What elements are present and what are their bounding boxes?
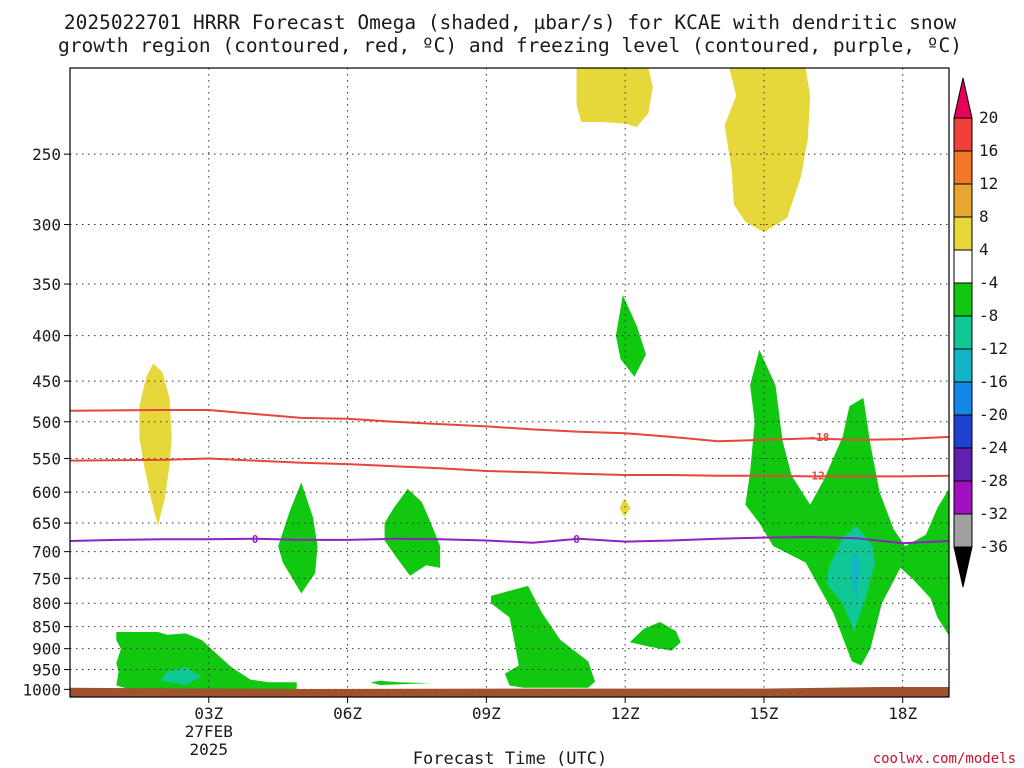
omega-region [724, 68, 811, 233]
colorbar-legend: 20 16 12 8 4 -4 -8 -12 -16 -20 -24 -28 -32 -36 [953, 77, 1008, 588]
temperature-contour-layer: -18 -12 0 0 [70, 409, 949, 546]
y-tick-label: 600 [32, 483, 61, 502]
omega-region [384, 488, 441, 576]
y-tick-label: 750 [32, 569, 61, 588]
omega-region [745, 349, 949, 666]
y-tick-label: 550 [32, 450, 61, 469]
omega-region [139, 363, 172, 526]
omega-region [370, 680, 431, 686]
colorbar-label: -28 [979, 471, 1008, 490]
y-tick-label: 400 [32, 327, 61, 346]
contour-line-dgz [70, 457, 949, 478]
x-tick-date: 27FEB [185, 722, 233, 741]
colorbar-segment [953, 315, 973, 350]
x-tick-label: 12Z [611, 704, 640, 723]
y-tick-label: 700 [32, 543, 61, 562]
contour-line-freezing [70, 535, 949, 545]
omega-region [491, 585, 596, 688]
omega-region [629, 622, 681, 651]
colorbar-segment [953, 480, 973, 515]
omega-region [116, 632, 297, 690]
site-credit[interactable]: coolwx.com/models [873, 751, 1016, 767]
x-tick-label: 03Z [194, 704, 223, 723]
omega-region [160, 667, 202, 685]
x-tick-year: 2025 [190, 740, 229, 759]
colorbar-segment [953, 414, 973, 449]
y-tick-label: 250 [32, 145, 61, 164]
colorbar-bottom-arrow [953, 546, 973, 588]
y-tick-label: 800 [32, 594, 61, 613]
colorbar-label: 20 [979, 108, 998, 127]
y-tick-label: 1000 [22, 680, 61, 699]
contour-line-dgz [70, 409, 949, 443]
colorbar-segment [953, 183, 973, 218]
y-tick-label: 350 [32, 275, 61, 294]
x-tick-label: 15Z [749, 704, 778, 723]
y-tick-label: 850 [32, 618, 61, 637]
colorbar-label: -32 [979, 504, 1008, 523]
x-tick-label: 06Z [333, 704, 362, 723]
colorbar-segment [953, 150, 973, 185]
omega-region [850, 551, 861, 599]
x-tick-label: 18Z [888, 704, 917, 723]
contour-label: -12 [805, 470, 825, 483]
colorbar-segment [953, 282, 973, 317]
colorbar-label: 16 [979, 141, 998, 160]
x-tick-label: 09Z [472, 704, 501, 723]
colorbar-label: 4 [979, 240, 989, 259]
colorbar-label: 12 [979, 174, 998, 193]
omega-region [619, 498, 631, 518]
contour-label: 0 [252, 533, 259, 546]
colorbar-segment [953, 216, 973, 251]
chart-title-line-1: 2025022701 HRRR Forecast Omega (shaded, … [64, 11, 956, 34]
omega-region [576, 68, 653, 127]
y-tick-label: 450 [32, 372, 61, 391]
colorbar-segment [953, 348, 973, 383]
colorbar-segment [953, 513, 973, 548]
colorbar-label: -36 [979, 537, 1008, 556]
colorbar-label: -4 [979, 273, 998, 292]
chart-title-line-2: growth region (contoured, red, ºC) and f… [58, 34, 962, 57]
y-tick-label: 900 [32, 640, 61, 659]
colorbar-label: -16 [979, 372, 1008, 391]
ground-surface [70, 687, 949, 697]
terrain-surface [70, 687, 949, 697]
contour-label: -18 [810, 431, 830, 444]
y-tick-label: 950 [32, 661, 61, 680]
omega-region [278, 482, 318, 594]
plot-frame [69, 67, 950, 698]
colorbar-label: -24 [979, 438, 1008, 457]
y-axis: 250 300 350 400 450 500 550 600 650 700 750 800 850 9… [22, 145, 70, 699]
colorbar-label: -12 [979, 339, 1008, 358]
colorbar-segment [953, 249, 973, 284]
omega-shading-layer [116, 68, 949, 690]
colorbar-label: 8 [979, 207, 989, 226]
colorbar-segment [953, 117, 973, 152]
y-tick-label: 500 [32, 413, 61, 432]
omega-region [615, 294, 646, 377]
colorbar-segment [953, 447, 973, 482]
colorbar-label: -8 [979, 306, 998, 325]
colorbar-segment [953, 381, 973, 416]
colorbar-label: -20 [979, 405, 1008, 424]
y-tick-label: 300 [32, 216, 61, 235]
contour-label: 0 [573, 533, 580, 546]
x-axis-label: Forecast Time (UTC) [413, 749, 607, 768]
colorbar-top-arrow [953, 77, 973, 119]
y-tick-label: 650 [32, 514, 61, 533]
